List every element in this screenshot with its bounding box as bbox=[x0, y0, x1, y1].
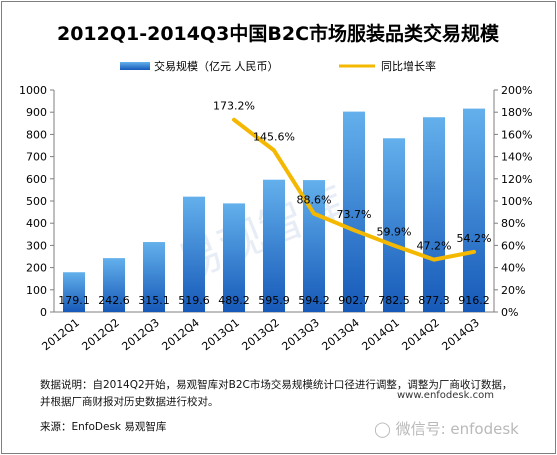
right-tick-label: 200% bbox=[501, 84, 532, 97]
bar-value-label: 179.1 bbox=[58, 294, 90, 307]
bar-series bbox=[63, 108, 485, 312]
website-watermark: www.enfodesk.com bbox=[397, 390, 494, 401]
left-tick-label: 600 bbox=[26, 173, 47, 186]
data-note-line-2: 并根据厂商财报对历史数据进行校对。 bbox=[40, 396, 219, 408]
left-tick-label: 300 bbox=[26, 239, 47, 252]
bar-value-label: 242.6 bbox=[98, 294, 130, 307]
growth-point bbox=[432, 258, 436, 262]
growth-value-label: 73.7% bbox=[337, 208, 372, 221]
bar-value-label: 594.2 bbox=[298, 294, 330, 307]
growth-value-label: 59.9% bbox=[377, 226, 412, 239]
legend-label-bar: 交易规模（亿元 人民币） bbox=[154, 59, 279, 73]
right-tick-label: 140% bbox=[501, 151, 532, 164]
growth-value-label: 173.2% bbox=[213, 100, 255, 113]
left-tick-label: 900 bbox=[26, 106, 47, 119]
bar bbox=[183, 196, 205, 312]
bar-value-label: 782.5 bbox=[378, 294, 410, 307]
legend-label-line: 同比增长率 bbox=[381, 59, 436, 73]
bar bbox=[343, 111, 365, 312]
growth-point bbox=[312, 212, 316, 216]
growth-value-label: 145.6% bbox=[253, 130, 295, 143]
bar bbox=[223, 203, 245, 312]
bar bbox=[383, 138, 405, 312]
data-note-line-1: 数据说明：自2014Q2开始，易观智库对B2C市场交易规模统计口径进行调整，调整… bbox=[40, 379, 513, 391]
wechat-icon: ◯ bbox=[374, 420, 391, 438]
growth-point bbox=[232, 118, 236, 122]
bar-value-label: 902.7 bbox=[338, 294, 370, 307]
right-tick-label: 120% bbox=[501, 173, 532, 186]
bar bbox=[103, 258, 125, 312]
x-tick-label: 2013Q4 bbox=[319, 316, 361, 353]
x-tick-label: 2012Q2 bbox=[79, 316, 121, 353]
right-tick-label: 40% bbox=[501, 262, 525, 275]
right-tick-label: 60% bbox=[501, 239, 525, 252]
x-tick-label: 2013Q2 bbox=[239, 316, 281, 353]
left-tick-label: 500 bbox=[26, 195, 47, 208]
growth-value-labels: 173.2% 145.6% 88.6% 73.7% 59.9% 47.2% 54.2% bbox=[213, 100, 491, 253]
bar-value-label: 519.6 bbox=[178, 294, 210, 307]
left-axis-ticks: 0 100 200 300 400 500 600 700 800 900 1000 bbox=[19, 84, 54, 319]
growth-point bbox=[392, 244, 396, 248]
growth-point bbox=[352, 228, 356, 232]
legend: 交易规模（亿元 人民币） 同比增长率 bbox=[120, 59, 436, 73]
x-tick-label: 2012Q3 bbox=[119, 316, 161, 353]
bar bbox=[303, 180, 325, 312]
bar bbox=[63, 272, 85, 312]
left-tick-label: 200 bbox=[26, 262, 47, 275]
right-tick-label: 80% bbox=[501, 217, 525, 230]
right-tick-label: 160% bbox=[501, 128, 532, 141]
x-tick-label: 2013Q3 bbox=[279, 316, 321, 353]
growth-value-label: 88.6% bbox=[297, 194, 332, 207]
source-note: 来源：EnfoDesk 易观智库 bbox=[40, 421, 167, 433]
bar bbox=[263, 179, 285, 312]
x-tick-label: 2013Q1 bbox=[199, 316, 241, 353]
bar-value-label: 595.9 bbox=[258, 294, 290, 307]
right-tick-label: 180% bbox=[501, 106, 532, 119]
right-axis-ticks: 0% 20% 40% 60% 80% 100% 120% 140% 160% 180% 200% bbox=[494, 84, 532, 319]
legend-swatch-bar bbox=[120, 62, 150, 70]
growth-point bbox=[272, 148, 276, 152]
growth-point bbox=[472, 250, 476, 254]
bar-value-label: 489.2 bbox=[218, 294, 250, 307]
left-tick-label: 700 bbox=[26, 151, 47, 164]
x-tick-label: 2014Q3 bbox=[439, 316, 481, 353]
x-tick-label: 2014Q1 bbox=[359, 316, 401, 353]
bar bbox=[143, 242, 165, 312]
bar-value-label: 315.1 bbox=[138, 294, 170, 307]
left-tick-label: 1000 bbox=[19, 84, 47, 97]
right-tick-label: 100% bbox=[501, 195, 532, 208]
left-tick-label: 400 bbox=[26, 217, 47, 230]
left-tick-label: 800 bbox=[26, 128, 47, 141]
chart-title: 2012Q1-2014Q3中国B2C市场服装品类交易规模 bbox=[57, 22, 500, 45]
x-tick-label: 2012Q1 bbox=[39, 316, 81, 353]
x-tick-label: 2012Q4 bbox=[159, 316, 201, 353]
x-tick-label: 2014Q2 bbox=[399, 316, 441, 353]
right-tick-label: 20% bbox=[501, 284, 525, 297]
left-tick-label: 100 bbox=[26, 284, 47, 297]
x-axis-labels: 2012Q12012Q22012Q32012Q42013Q12013Q22013… bbox=[39, 316, 481, 353]
bar-value-labels: 179.1 242.6 315.1 519.6 489.2 595.9 594.2 902.7… bbox=[58, 294, 490, 307]
wechat-watermark-text: 微信号: enfodesk bbox=[395, 420, 519, 438]
bar bbox=[463, 108, 485, 312]
right-tick-label: 0% bbox=[501, 306, 518, 319]
bar bbox=[423, 117, 445, 312]
bar-value-label: 916.2 bbox=[458, 294, 490, 307]
growth-line-series bbox=[232, 117, 476, 262]
wechat-watermark: ◯ 微信号: enfodesk bbox=[374, 418, 519, 439]
growth-value-label: 54.2% bbox=[457, 232, 492, 245]
left-tick-label: 0 bbox=[40, 306, 47, 319]
growth-value-label: 47.2% bbox=[417, 240, 452, 253]
bar-value-label: 877.3 bbox=[418, 294, 450, 307]
